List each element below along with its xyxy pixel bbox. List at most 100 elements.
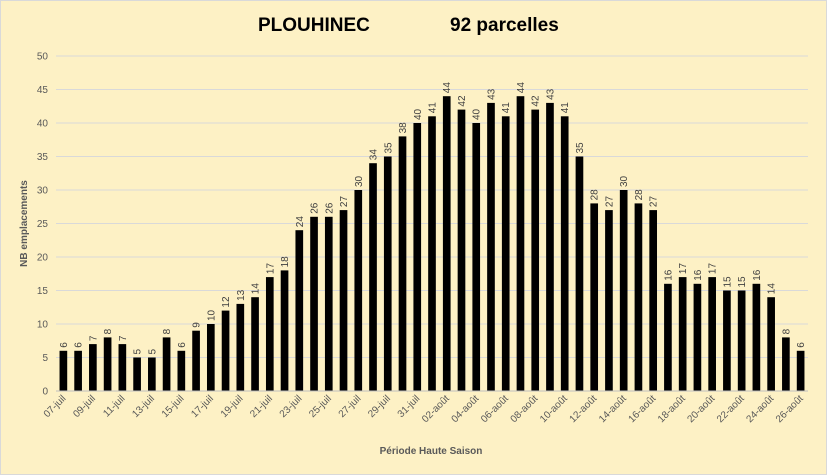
bar <box>354 190 363 391</box>
data-label: 6 <box>177 342 188 348</box>
data-label: 8 <box>103 328 114 334</box>
bar <box>737 290 746 391</box>
bar <box>162 337 171 391</box>
data-label: 6 <box>59 342 70 348</box>
y-tick-label: 50 <box>37 52 49 63</box>
data-label: 35 <box>575 142 586 154</box>
bar <box>398 136 407 391</box>
bar <box>206 324 215 391</box>
bar <box>619 190 628 391</box>
y-tick-label: 10 <box>37 320 49 331</box>
x-tick-label: 26-août <box>774 393 806 425</box>
bar <box>575 156 584 391</box>
x-tick-label: 24-août <box>744 393 776 425</box>
y-tick-label: 45 <box>37 85 49 96</box>
data-label: 6 <box>796 342 807 348</box>
y-tick-label: 35 <box>37 152 49 163</box>
bar <box>192 330 200 391</box>
data-label: 5 <box>147 349 158 355</box>
data-label: 27 <box>339 196 350 208</box>
x-tick-label: 25-juil <box>307 393 334 420</box>
bar <box>103 337 112 391</box>
bar <box>678 277 687 391</box>
x-tick-label: 15-juil <box>160 393 187 420</box>
bar <box>59 350 68 391</box>
data-label: 30 <box>619 175 630 187</box>
bar <box>723 290 731 391</box>
x-tick-label: 08-août <box>509 393 541 425</box>
y-tick-label: 30 <box>37 186 49 197</box>
x-tick-label: 04-août <box>450 393 482 425</box>
data-label: 43 <box>486 88 497 100</box>
data-label: 42 <box>457 95 468 107</box>
bar <box>708 277 716 391</box>
x-tick-label: 23-juil <box>278 393 305 420</box>
bar <box>782 337 790 391</box>
bar <box>605 210 613 391</box>
data-label: 26 <box>310 202 321 214</box>
bar <box>428 116 436 392</box>
data-label: 28 <box>634 189 645 201</box>
bar <box>664 283 672 391</box>
chart-subtitle: 92 parcelles <box>450 15 559 36</box>
y-tick-label: 0 <box>42 387 48 398</box>
bar <box>634 203 643 391</box>
data-label: 44 <box>442 82 453 94</box>
x-tick-label: 22-août <box>715 393 747 425</box>
bar <box>265 277 274 391</box>
data-label: 34 <box>369 149 380 161</box>
data-label: 40 <box>413 108 424 120</box>
bar <box>295 230 304 391</box>
x-tick-label: 09-juil <box>71 393 98 420</box>
data-label: 28 <box>590 189 601 201</box>
data-label: 27 <box>604 196 615 208</box>
bar <box>221 310 230 391</box>
x-axis-title: Période Haute Saison <box>380 446 483 457</box>
bar <box>148 357 156 391</box>
bar <box>501 116 510 392</box>
bar <box>310 216 318 391</box>
data-label: 6 <box>74 342 85 348</box>
data-label: 41 <box>560 102 571 114</box>
bar <box>487 102 495 392</box>
bar <box>339 210 348 391</box>
x-axis-ticks: 07-juil 09-juil 11-juil 13-juil 15-juil 17-ju… <box>42 393 806 425</box>
x-tick-label: 12-août <box>568 393 600 425</box>
bars <box>59 96 805 392</box>
bar <box>457 109 466 391</box>
x-tick-label: 19-juil <box>219 393 246 420</box>
x-tick-label: 06-août <box>479 393 511 425</box>
chart-title: PLOUHINEC <box>258 15 370 36</box>
bar <box>280 270 289 391</box>
y-tick-label: 40 <box>37 119 49 130</box>
data-label: 17 <box>708 263 719 275</box>
bar <box>442 96 451 391</box>
data-label: 38 <box>398 122 409 134</box>
data-label: 30 <box>354 175 365 187</box>
data-label: 14 <box>767 283 778 295</box>
data-label: 10 <box>206 309 217 321</box>
x-tick-label: 10-août <box>538 393 570 425</box>
data-label: 15 <box>722 276 733 288</box>
bar <box>383 156 392 391</box>
x-tick-label: 16-août <box>627 393 659 425</box>
data-label: 17 <box>678 263 689 275</box>
data-label: 27 <box>649 196 660 208</box>
bar <box>693 283 702 391</box>
data-label: 8 <box>781 328 792 334</box>
bar <box>472 123 481 391</box>
data-label: 41 <box>428 102 439 114</box>
data-label: 9 <box>192 322 203 328</box>
data-label: 12 <box>221 296 232 308</box>
data-label: 16 <box>663 269 674 281</box>
y-tick-label: 25 <box>37 219 49 230</box>
y-tick-label: 20 <box>37 253 49 264</box>
bar <box>767 297 775 391</box>
bar <box>516 96 525 391</box>
data-label: 18 <box>280 256 291 268</box>
data-label: 13 <box>236 289 247 301</box>
data-label: 35 <box>383 142 394 154</box>
bar <box>560 116 569 392</box>
y-axis-title: NB emplacements <box>19 180 30 267</box>
y-axis-ticks: 0 5 10 15 20 25 30 35 40 45 50 <box>37 52 49 398</box>
